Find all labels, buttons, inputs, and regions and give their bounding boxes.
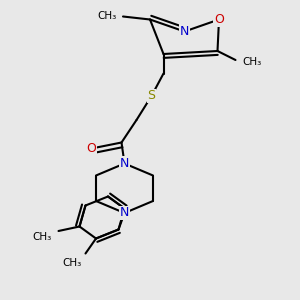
Text: CH₃: CH₃: [62, 257, 82, 268]
Text: N: N: [120, 157, 129, 170]
Text: O: O: [214, 13, 224, 26]
Text: N: N: [180, 25, 189, 38]
Text: CH₃: CH₃: [242, 57, 262, 67]
Text: CH₃: CH₃: [32, 232, 52, 242]
Text: N: N: [120, 206, 129, 220]
Text: S: S: [148, 89, 155, 103]
Text: O: O: [87, 142, 96, 155]
Text: CH₃: CH₃: [97, 11, 116, 21]
